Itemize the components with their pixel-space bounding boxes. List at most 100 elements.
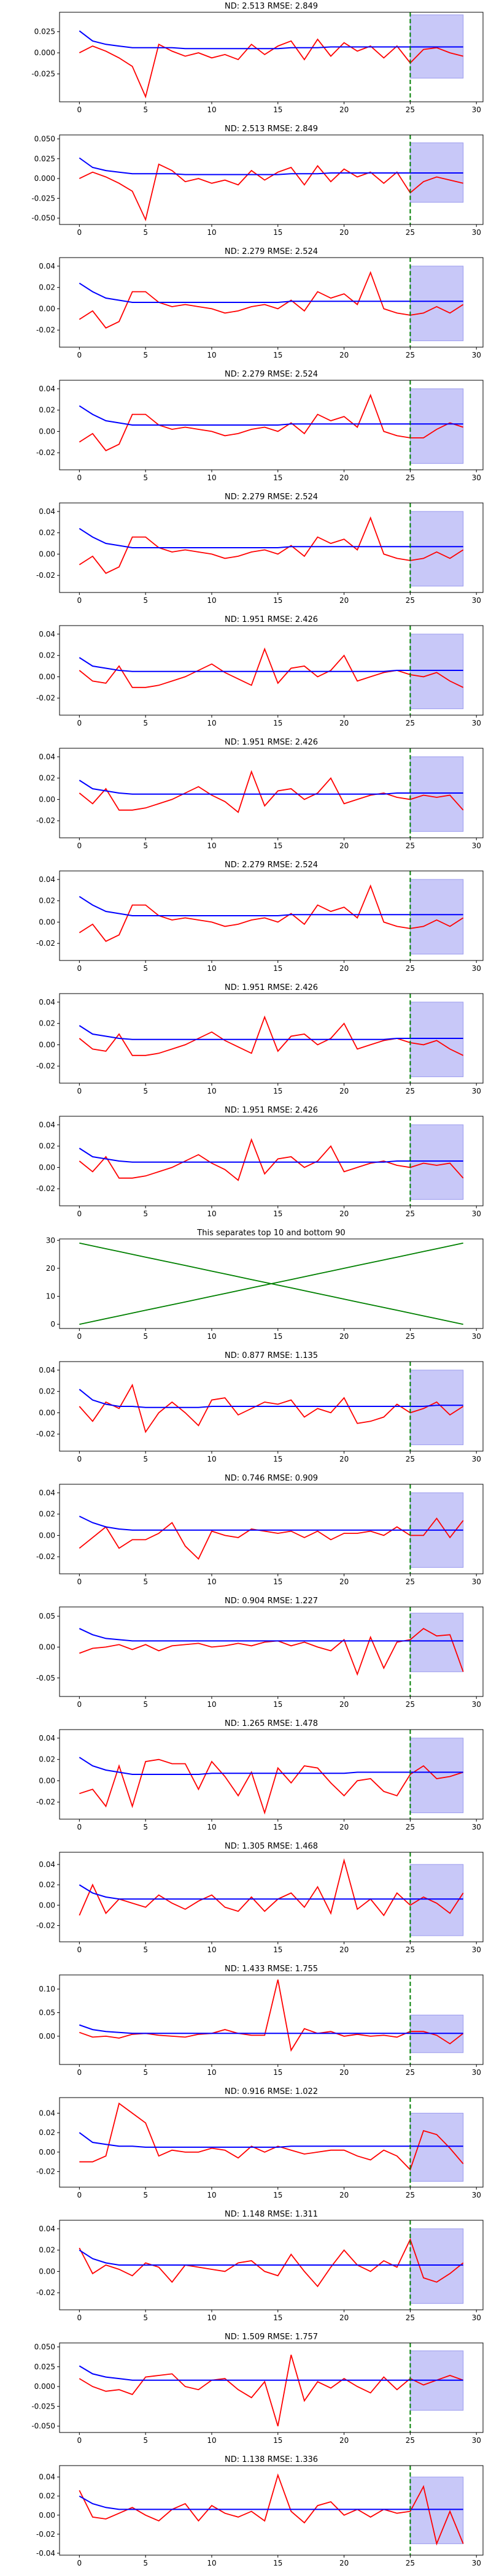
y-tick-label: 0.04 <box>39 875 55 884</box>
chart-panel-16: ND: 1.305 RMSE: 1.468 0 5 10 15 20 25 30 -0.02 0.… <box>36 1842 484 1954</box>
chart-title: ND: 2.279 RMSE: 2.524 <box>225 247 318 256</box>
chart-title: ND: 1.265 RMSE: 1.478 <box>225 1719 318 1728</box>
x-tick-label: 25 <box>406 2436 415 2445</box>
x-tick-label: 10 <box>207 1823 216 1831</box>
chart-title: ND: 2.279 RMSE: 2.524 <box>225 861 318 870</box>
x-tick-label: 10 <box>207 596 216 605</box>
y-tick-label: 0.00 <box>39 1901 55 1909</box>
x-tick-label: 0 <box>77 1945 82 1954</box>
y-tick-label: 0.00 <box>39 672 55 681</box>
x-tick-label: 15 <box>273 1087 282 1095</box>
x-tick-label: 15 <box>273 1823 282 1831</box>
predicted-series-line <box>79 30 463 50</box>
y-tick-label: -0.02 <box>36 326 55 334</box>
y-tick-label: 0.02 <box>39 1387 55 1396</box>
x-tick-label: 30 <box>472 473 481 482</box>
x-tick-label: 20 <box>339 2068 349 2077</box>
observed-series-line <box>79 393 463 451</box>
x-tick-label: 10 <box>207 1209 216 1218</box>
x-tick-label: 10 <box>207 1455 216 1463</box>
observed-series-line <box>79 2237 464 2288</box>
x-tick-label: 15 <box>273 596 282 605</box>
prediction-interval-band <box>409 879 464 955</box>
prediction-interval-band <box>409 266 464 342</box>
observed-series-line <box>79 1517 464 1560</box>
x-tick-label: 0 <box>77 2559 82 2567</box>
chart-title: ND: 1.951 RMSE: 2.426 <box>225 738 318 747</box>
chart-title: ND: 1.305 RMSE: 1.468 <box>225 1842 318 1851</box>
y-tick-label: 0.00 <box>39 1408 55 1417</box>
plot-area <box>79 266 464 342</box>
y-tick-label: 0.04 <box>39 1489 55 1497</box>
chart-title: ND: 0.877 RMSE: 1.135 <box>225 1351 318 1360</box>
x-tick-label: 15 <box>273 1332 282 1341</box>
chart-panel-15: ND: 1.265 RMSE: 1.478 0 5 10 15 20 25 30 -0.02 0.… <box>36 1719 484 1831</box>
x-tick-label: 0 <box>77 1577 82 1586</box>
x-tick-label: 30 <box>472 841 481 850</box>
predicted-series-line <box>79 282 463 303</box>
y-tick-label: 0.02 <box>39 651 55 660</box>
x-tick-label: 25 <box>406 1087 415 1095</box>
predicted-series-line <box>79 1025 463 1040</box>
x-tick-label: 15 <box>273 2436 282 2445</box>
y-tick-label: -0.02 <box>36 1430 55 1438</box>
predicted-series-line <box>79 1516 463 1531</box>
x-tick-label: 0 <box>77 596 82 605</box>
y-tick-label: 0.025 <box>34 155 55 163</box>
observed-series-line <box>79 2473 464 2546</box>
x-tick-label: 5 <box>143 1332 148 1341</box>
y-tick-label: -0.025 <box>31 194 55 202</box>
observed-series-line <box>79 516 464 574</box>
x-tick-label: 10 <box>207 351 216 359</box>
y-tick-label: -0.025 <box>31 2402 55 2410</box>
x-tick-label: 15 <box>273 105 282 114</box>
predicted-series-line <box>79 1757 463 1775</box>
x-tick-label: 5 <box>143 2436 148 2445</box>
x-tick-label: 15 <box>273 719 282 727</box>
y-tick-label: 0.00 <box>39 1643 55 1651</box>
x-tick-label: 20 <box>339 1823 349 1831</box>
observed-series-line <box>79 2102 464 2171</box>
x-tick-label: 15 <box>273 228 282 237</box>
y-tick-label: -0.02 <box>36 939 55 948</box>
chart-panel-20: ND: 1.509 RMSE: 1.757 0 5 10 15 20 25 30 -0.050 -… <box>31 2333 484 2445</box>
x-tick-label: 30 <box>472 2068 481 2077</box>
y-tick-label: -0.04 <box>36 2549 55 2558</box>
x-tick-label: 0 <box>77 2068 82 2077</box>
y-tick-label: 0.00 <box>39 1163 55 1171</box>
y-tick-label: 0.02 <box>39 406 55 415</box>
x-tick-label: 0 <box>77 473 82 482</box>
observed-series-line <box>79 163 463 221</box>
observed-series-line <box>79 1015 464 1056</box>
x-tick-label: 15 <box>273 964 282 973</box>
y-tick-label: -0.02 <box>36 2530 55 2539</box>
predicted-series-line <box>79 2024 463 2034</box>
chart-panel-4: ND: 2.279 RMSE: 2.524 0 5 10 15 20 25 30 -0.02 0.… <box>36 370 484 482</box>
x-tick-label: 25 <box>406 1945 415 1954</box>
x-tick-label: 15 <box>273 2068 282 2077</box>
x-tick-label: 5 <box>143 964 148 973</box>
plot-area <box>79 2228 464 2304</box>
chart-panel-10: ND: 1.951 RMSE: 2.426 0 5 10 15 20 25 30 -0.02 0.… <box>36 1106 484 1218</box>
x-tick-label: 30 <box>472 1087 481 1095</box>
x-tick-label: 30 <box>472 2191 481 2199</box>
y-tick-label: -0.02 <box>36 816 55 825</box>
axes-frame <box>59 1729 484 1820</box>
x-tick-label: 10 <box>207 841 216 850</box>
predicted-series-line <box>79 1884 463 1900</box>
axes-frame <box>59 1238 484 1329</box>
x-tick-label: 30 <box>472 1332 481 1341</box>
y-tick-label: 0.02 <box>39 897 55 905</box>
chart-title: ND: 1.509 RMSE: 1.757 <box>225 2333 318 2342</box>
chart-panel-12: ND: 0.877 RMSE: 1.135 0 5 10 15 20 25 30 -0.02 0.… <box>36 1351 484 1463</box>
x-tick-label: 20 <box>339 1577 349 1586</box>
y-tick-label: 0.00 <box>39 1531 55 1539</box>
prediction-interval-band <box>409 1738 464 1814</box>
plot-area <box>79 2473 464 2546</box>
x-tick-label: 0 <box>77 841 82 850</box>
observed-series-line <box>79 38 463 99</box>
x-tick-label: 0 <box>77 228 82 237</box>
y-tick-label: 0.02 <box>39 2128 55 2137</box>
predicted-series-line <box>79 2365 463 2381</box>
y-tick-label: 0.00 <box>39 427 55 435</box>
